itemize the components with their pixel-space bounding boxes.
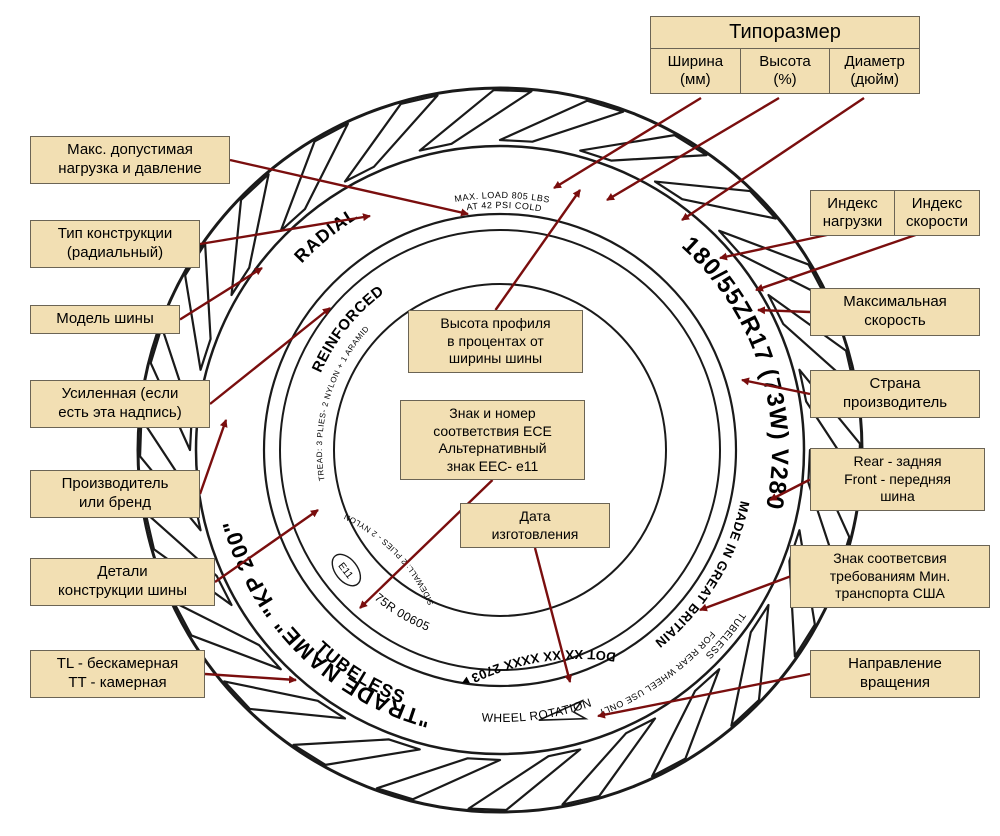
callout-dot_c: Знак соответсвиятребованиям Мин.транспор… [790,545,990,608]
callout-construction: Тип конструкции(радиальный) [30,220,200,268]
pair-index-cell-1: Индексскорости [895,190,980,236]
pair-index-cell-0: Индекснагрузки [810,190,895,236]
center-profile: Высота профиляв процентах отширины шины [408,310,583,373]
pair-index: ИндекснагрузкиИндексскорости [810,190,980,236]
center-ece: Знак и номерсоответствия ECEАльтернативн… [400,400,585,480]
callout-rearfront: Rear - задняяFront - передняяшина [810,448,985,511]
callout-reinforced_c: Усиленная (еслиесть эта надпись) [30,380,210,428]
center-date: Датаизготовления [460,503,610,548]
callout-rotation_c: Направлениевращения [810,650,980,698]
callout-maxspeed: Максимальнаяскорость [810,288,980,336]
callout-maxload: Макс. допустимаянагрузка и давление [30,136,230,184]
group-tire-size-cell-0: Ширина(мм) [651,49,740,93]
callout-country: Странапроизводитель [810,370,980,418]
callout-tltt: TL - бескамернаяTT - камерная [30,650,205,698]
callout-details: Деталиконструкции шины [30,558,215,606]
group-tire-size-cell-1: Высота(%) [740,49,830,93]
callout-model: Модель шины [30,305,180,334]
callout-brand: Производительили бренд [30,470,200,518]
group-tire-size-title: Типоразмер [651,17,919,49]
group-tire-size: ТипоразмерШирина(мм)Высота(%)Диаметр(дюй… [650,16,920,94]
group-tire-size-cell-2: Диаметр(дюйм) [829,49,919,93]
